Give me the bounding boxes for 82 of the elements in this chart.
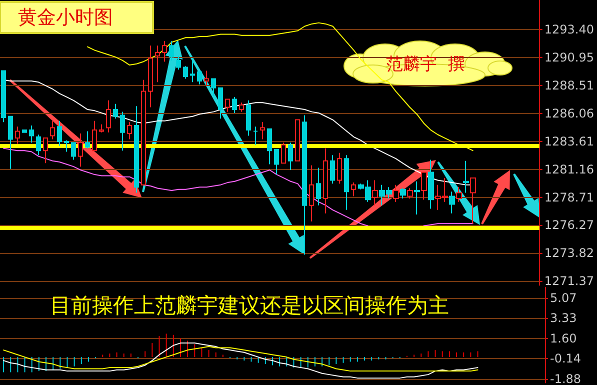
y-tick-label: -1.88 (550, 372, 582, 385)
candlestick (372, 180, 378, 206)
candlestick (253, 126, 258, 146)
y-tick-label: 1281.16 (544, 162, 594, 176)
candlestick (127, 122, 132, 140)
candlestick (190, 60, 195, 83)
candlestick (36, 134, 41, 156)
candlestick (232, 96, 237, 114)
candlestick (71, 142, 76, 160)
candlestick (463, 160, 469, 194)
candlestick (267, 128, 272, 165)
candlestick (64, 140, 69, 152)
candlestick (351, 182, 356, 197)
candlestick (323, 148, 328, 214)
candlestick (316, 167, 321, 206)
candlestick (218, 87, 223, 120)
candlestick (78, 132, 83, 168)
candlestick (106, 100, 111, 133)
candlestick (50, 120, 55, 140)
candlestick (470, 177, 476, 224)
candlestick (393, 184, 399, 202)
candlestick (43, 138, 48, 164)
candlestick (176, 55, 181, 70)
line-series (3, 346, 478, 372)
candlestick (99, 124, 104, 133)
candlestick (414, 180, 420, 215)
line-series (3, 342, 478, 379)
candlestick (120, 111, 125, 152)
candlestick (183, 66, 188, 80)
candlestick (400, 188, 406, 200)
y-tick-label: 1286.06 (544, 106, 594, 120)
annotation: 目前操作上范麟宇建议还是以区间操作为主 (50, 294, 449, 318)
y-tick-label: 1278.71 (544, 190, 594, 204)
y-tick-label: 1276.27 (544, 218, 594, 232)
candlestick (337, 152, 342, 184)
candlestick (15, 126, 20, 144)
candlestick (92, 120, 97, 152)
y-tick-label: 1290.95 (544, 50, 594, 65)
candlestick (449, 191, 455, 214)
candlestick (1, 70, 6, 123)
candlestick (22, 130, 27, 133)
y-tick-label: 1293.40 (544, 22, 594, 37)
candlestick (309, 164, 314, 222)
candlestick (204, 70, 209, 86)
candlestick (141, 79, 146, 186)
y-tick-label: 1271.37 (544, 274, 594, 288)
candlestick (211, 78, 216, 96)
candlestick (225, 98, 230, 112)
y-tick-label: 3.33 (550, 311, 577, 326)
candlestick (428, 159, 434, 210)
candlestick (148, 45, 153, 108)
y-tick-label: 1288.51 (544, 78, 594, 92)
candlestick (421, 172, 427, 200)
y-tick-label: -0.14 (550, 352, 582, 366)
candlestick (302, 114, 307, 255)
chart-title: 黄金小时图 (18, 6, 113, 28)
candlestick (288, 142, 293, 170)
candlestick (197, 71, 202, 85)
y-tick-label: 1283.61 (544, 134, 594, 148)
candlestick (260, 122, 265, 140)
annotation: 范麟宇 撰 (386, 54, 465, 74)
candlestick (344, 154, 349, 210)
candlestick (169, 40, 174, 61)
candlestick (134, 106, 139, 194)
candlestick (85, 130, 90, 149)
candlestick (113, 103, 118, 120)
y-tick-label: 1.60 (550, 331, 577, 346)
candlestick (281, 142, 286, 164)
candlestick (295, 119, 300, 162)
candlestick (8, 116, 13, 170)
y-tick-label: 1273.82 (544, 246, 594, 260)
candlestick (239, 102, 244, 112)
candlestick (330, 154, 335, 184)
y-tick-label: 5.07 (550, 290, 577, 305)
candlestick (274, 148, 279, 176)
candlestick (162, 40, 167, 62)
candlestick (407, 188, 413, 200)
candlestick (155, 45, 160, 83)
candlestick (456, 186, 462, 202)
candlestick (246, 100, 251, 136)
candlestick (29, 124, 34, 144)
candlestick (57, 120, 62, 147)
